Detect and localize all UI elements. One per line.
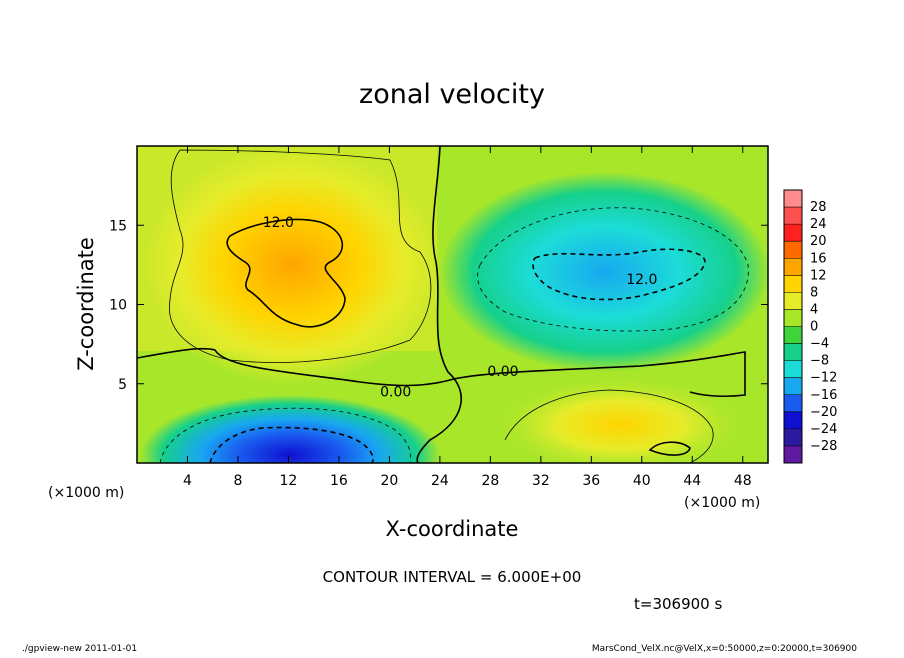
- contour-line-positive-6: [168, 149, 432, 363]
- colorbar-swatch: [784, 445, 802, 464]
- colorbar-swatch: [784, 224, 802, 242]
- colorbar-label: −4: [810, 337, 829, 352]
- contour-label: 12.0: [626, 272, 657, 288]
- colorbar-swatch: [784, 241, 802, 259]
- chart-title: zonal velocity: [359, 79, 545, 110]
- positive-core-upper-left: [142, 146, 442, 385]
- x-tick-label: 24: [431, 473, 449, 489]
- x-axis-ticks: 4 8 12 16 20 24 28 32 36 40 44 48: [183, 146, 752, 489]
- y-tick-label: 10: [109, 298, 127, 314]
- x-tick-label: 8: [233, 473, 242, 489]
- colorbar-swatch: [784, 292, 802, 310]
- colorbar-swatch: [784, 343, 802, 362]
- contour-line-positive-12: [226, 218, 346, 328]
- contour-label: 12.0: [263, 215, 294, 231]
- y-tick-label: 15: [109, 218, 127, 234]
- colorbar-label: 28: [810, 200, 827, 215]
- x-tick-label: 12: [280, 473, 298, 489]
- colorbar-label: −8: [810, 354, 829, 369]
- x-tick-label: 4: [183, 473, 192, 489]
- x-tick-label: 44: [683, 473, 701, 489]
- contour-labels: 12.0 12.0 0.00 0.00: [263, 215, 658, 401]
- positive-core-lower-right: [490, 375, 750, 463]
- colorbar-swatch: [784, 360, 802, 379]
- contour-line-zero-main: [137, 347, 746, 398]
- colorbar-swatch: [784, 309, 802, 327]
- plot-area: [137, 146, 768, 463]
- footer-left: ./gpview-new 2011-01-01: [22, 644, 137, 654]
- colorbar-label: −20: [810, 405, 837, 420]
- colorbar-label: 20: [810, 234, 827, 249]
- y-tick-label: 5: [118, 377, 127, 393]
- colorbar-swatch: [784, 394, 802, 413]
- x-tick-label: 36: [582, 473, 600, 489]
- colorbar-label: 0: [810, 320, 818, 335]
- contour-label: 0.00: [380, 385, 411, 401]
- x-tick-label: 16: [330, 473, 348, 489]
- colorbar-swatch: [784, 428, 802, 447]
- y-axis-title: Z-coordinate: [74, 237, 98, 371]
- x-tick-label: 20: [380, 473, 398, 489]
- contour-line-negative-6-lower: [159, 407, 412, 463]
- colorbar-swatch: [784, 258, 802, 276]
- colorbar-label: 12: [810, 268, 827, 283]
- contour-label: 0.00: [487, 364, 518, 380]
- y-axis-ticks: 5 10 15: [109, 218, 768, 393]
- colorbar-swatch: [784, 411, 802, 430]
- x-tick-label: 48: [734, 473, 752, 489]
- negative-core-lower-left: [140, 395, 440, 463]
- colorbar: 28 24 20 16 12 8 4 0 −4 −8 −12 −16 −20 −24 −28: [783, 189, 837, 464]
- contour-interval-text: CONTOUR INTERVAL = 6.000E+00: [323, 568, 582, 586]
- colorbar-label: −24: [810, 422, 837, 437]
- colorbar-swatch: [784, 326, 802, 345]
- x-axis-title: X-coordinate: [386, 517, 519, 541]
- colorbar-label: −12: [810, 371, 837, 386]
- colorbar-label: 24: [810, 217, 827, 232]
- x-tick-label: 28: [481, 473, 499, 489]
- x-axis-unit-left: (×1000 m): [48, 485, 124, 501]
- colorbar-label: −16: [810, 388, 837, 403]
- contour-line-negative-12-upper: [532, 248, 706, 301]
- x-axis-unit-right: (×1000 m): [684, 495, 760, 511]
- time-text: t=306900 s: [634, 595, 722, 613]
- colorbar-swatch: [784, 207, 802, 225]
- colorbar-swatch: [784, 275, 802, 293]
- contour-line-zero-vertical: [416, 146, 463, 463]
- footer-right: MarsCond_VelX.nc@VelX,x=0:50000,z=0:2000…: [592, 644, 857, 654]
- colorbar-label: −28: [810, 439, 837, 454]
- colorbar-label: 4: [810, 302, 818, 317]
- contour-line-positive-6-lower: [504, 389, 714, 463]
- colorbar-swatch: [784, 190, 802, 208]
- colorbar-label: 8: [810, 285, 818, 300]
- contour-line-positive-small: [648, 441, 691, 456]
- x-tick-label: 32: [532, 473, 550, 489]
- contour-line-negative-12-lower: [209, 426, 374, 463]
- x-tick-label: 40: [633, 473, 651, 489]
- contour-line-negative-6-upper: [477, 207, 749, 332]
- negative-core-upper-right: [440, 172, 768, 372]
- colorbar-swatch: [784, 377, 802, 396]
- colorbar-label: 16: [810, 251, 827, 266]
